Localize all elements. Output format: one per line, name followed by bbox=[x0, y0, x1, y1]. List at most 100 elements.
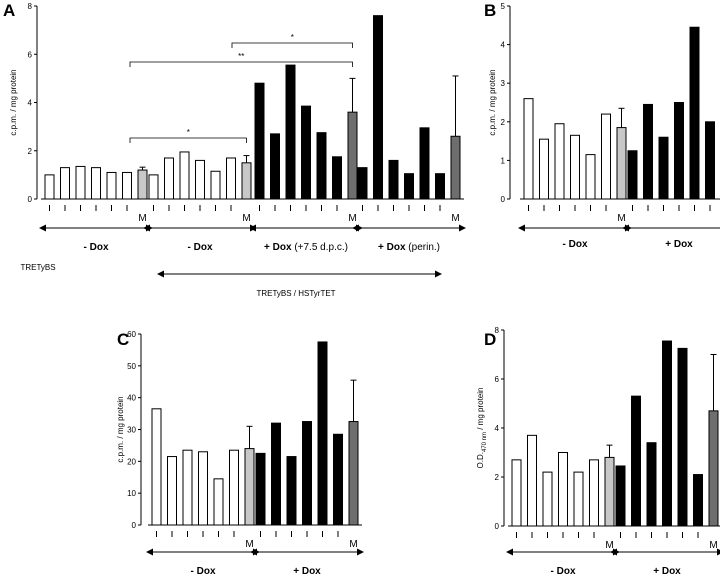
bar bbox=[151, 408, 162, 526]
arrow-head-left bbox=[622, 224, 629, 232]
bar bbox=[198, 451, 208, 526]
panel-letter: B bbox=[484, 1, 496, 20]
y-tick-label: 6 bbox=[28, 50, 33, 59]
panel-C: C 0 10 20 30 40 50 60 c.p.m. / mg protein M - Dox M… bbox=[116, 330, 362, 577]
genotype-label-left: TRETyBS bbox=[20, 263, 55, 272]
arrow-head-right bbox=[717, 548, 720, 556]
bracket-line bbox=[129, 137, 247, 143]
y-axis-label: c.p.m. / mg protein bbox=[116, 396, 125, 462]
bar bbox=[585, 154, 596, 200]
group-label: - Dox bbox=[563, 239, 588, 250]
panel-letter: C bbox=[117, 330, 129, 349]
bar bbox=[255, 452, 266, 526]
bar bbox=[705, 121, 715, 200]
arrow-head-right bbox=[459, 224, 466, 232]
significance-bracket: ** bbox=[129, 52, 353, 67]
bar bbox=[435, 173, 445, 200]
group-label: + Dox (perin.) bbox=[378, 242, 440, 253]
y-tick-label: 2 bbox=[495, 473, 500, 482]
bar bbox=[106, 171, 117, 200]
arrow-head-right bbox=[435, 270, 442, 278]
y-axis-label: c.p.m. / mg protein bbox=[488, 69, 497, 135]
bar bbox=[285, 64, 296, 200]
mean-label: M bbox=[709, 540, 717, 551]
y-tick-label: 8 bbox=[495, 326, 500, 335]
y-tick-label: 20 bbox=[127, 457, 136, 466]
mean-label: M bbox=[138, 213, 146, 224]
bar bbox=[164, 157, 174, 200]
arrow-head-left bbox=[157, 270, 164, 278]
bar bbox=[677, 347, 688, 527]
bar bbox=[210, 170, 221, 200]
panel-D: D 0 2 4 6 8 O.D.470 nm / mg protein M - Dox M + Do… bbox=[476, 326, 720, 577]
group-label: - Dox bbox=[191, 566, 216, 577]
arrow-head-left bbox=[610, 548, 617, 556]
bar bbox=[570, 134, 580, 200]
bar bbox=[333, 433, 343, 526]
group-arrow bbox=[249, 224, 363, 232]
bar bbox=[373, 15, 383, 200]
bar bbox=[589, 459, 599, 527]
y-tick-label: 1 bbox=[501, 156, 506, 165]
y-tick-label: 10 bbox=[127, 489, 136, 498]
bar bbox=[316, 132, 327, 200]
group-arrow bbox=[39, 224, 153, 232]
group-label: + Dox bbox=[653, 566, 681, 577]
significance-bracket: * bbox=[129, 128, 247, 143]
mean-bar bbox=[347, 111, 358, 200]
y-tick-label: 0 bbox=[28, 195, 33, 204]
y-tick-label: 30 bbox=[127, 426, 136, 435]
mean-label: M bbox=[451, 213, 459, 224]
bar bbox=[643, 103, 653, 200]
bar bbox=[523, 98, 534, 200]
bar bbox=[542, 471, 553, 527]
bracket-line bbox=[231, 42, 353, 48]
genotype-arrow bbox=[157, 270, 442, 278]
mean-label: M bbox=[349, 539, 357, 550]
mean-bar bbox=[348, 421, 359, 526]
significance-label: * bbox=[291, 33, 294, 42]
arrow-head-left bbox=[146, 548, 153, 556]
bar bbox=[302, 421, 312, 526]
group-label: + Dox bbox=[665, 239, 693, 250]
mean-bar bbox=[616, 127, 627, 200]
group-arrow bbox=[506, 548, 620, 556]
y-tick-label: 60 bbox=[127, 330, 136, 339]
bar bbox=[539, 138, 549, 200]
group-arrow bbox=[352, 224, 466, 232]
bar bbox=[226, 157, 236, 200]
mean-label: M bbox=[605, 540, 613, 551]
bar bbox=[332, 156, 342, 200]
bar bbox=[662, 340, 672, 527]
y-axis-label: c.p.m. / mg protein bbox=[9, 69, 18, 135]
mean-bar bbox=[241, 162, 252, 200]
mean-label: M bbox=[348, 213, 356, 224]
bar bbox=[270, 133, 280, 200]
bar bbox=[601, 113, 611, 200]
bar bbox=[689, 26, 700, 200]
bracket-line bbox=[129, 61, 353, 67]
bar bbox=[511, 459, 522, 527]
mean-bar bbox=[604, 456, 615, 527]
bar bbox=[674, 102, 684, 200]
bar bbox=[91, 167, 101, 200]
mean-label: M bbox=[245, 539, 253, 550]
arrow-head-left bbox=[352, 224, 359, 232]
bar bbox=[404, 173, 414, 200]
mean-label: M bbox=[242, 213, 250, 224]
bar bbox=[148, 174, 159, 200]
significance-label: * bbox=[187, 128, 190, 137]
bar bbox=[167, 456, 177, 526]
y-tick-label: 4 bbox=[501, 41, 506, 50]
y-tick-label: 40 bbox=[127, 394, 136, 403]
group-label: - Dox bbox=[551, 566, 576, 577]
bar bbox=[229, 449, 239, 526]
y-axis-label: O.D.470 nm / mg protein bbox=[476, 388, 488, 469]
mean-bar bbox=[244, 448, 255, 526]
bar bbox=[182, 449, 193, 526]
arrow-head-left bbox=[39, 224, 46, 232]
bar bbox=[693, 474, 703, 527]
arrow-head-left bbox=[249, 224, 256, 232]
mean-bar bbox=[708, 410, 719, 527]
y-tick-label: 3 bbox=[501, 79, 506, 88]
